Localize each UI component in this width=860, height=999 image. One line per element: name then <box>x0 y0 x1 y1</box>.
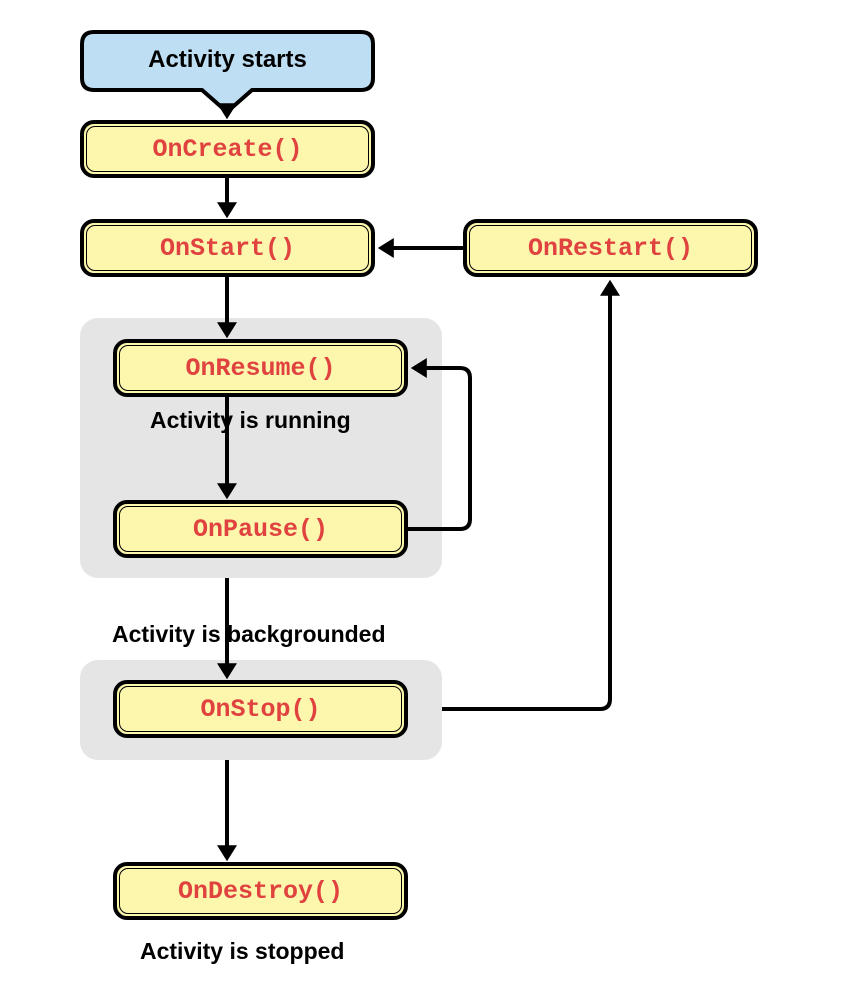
node-oncreate-label: OnCreate() <box>152 135 302 164</box>
node-ondestroy-label: OnDestroy() <box>178 877 343 906</box>
node-onstop: OnStop() <box>113 680 408 738</box>
node-oncreate: OnCreate() <box>80 120 375 178</box>
flowchart-canvas: Activity starts OnCreate() OnStart() OnR… <box>0 0 860 999</box>
node-onpause-label: OnPause() <box>193 515 328 544</box>
node-onpause: OnPause() <box>113 500 408 558</box>
node-onresume-label: OnResume() <box>185 354 335 383</box>
edge-stop-to-restart <box>442 283 610 709</box>
node-onstart: OnStart() <box>80 219 375 277</box>
node-ondestroy: OnDestroy() <box>113 862 408 920</box>
node-onstart-label: OnStart() <box>160 234 295 263</box>
node-onresume: OnResume() <box>113 339 408 397</box>
node-onrestart-label: OnRestart() <box>528 234 693 263</box>
start-label: Activity starts <box>80 30 375 90</box>
label-stopped: Activity is stopped <box>140 938 344 965</box>
label-backgrounded: Activity is backgrounded <box>112 621 386 648</box>
node-onrestart: OnRestart() <box>463 219 758 277</box>
label-running: Activity is running <box>150 407 351 434</box>
node-onstop-label: OnStop() <box>200 695 320 724</box>
